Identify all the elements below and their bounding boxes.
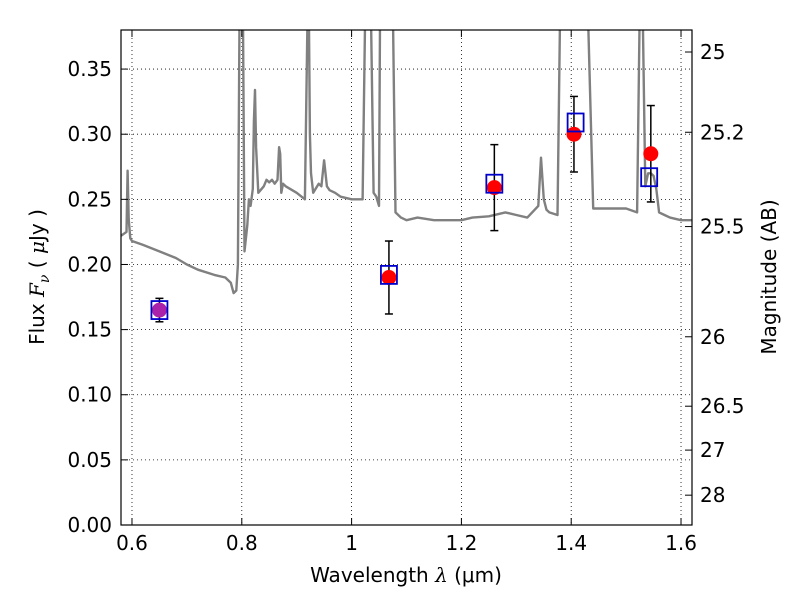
y-tick-label: 0.25	[67, 187, 112, 211]
y-tick-label: 0.00	[67, 513, 112, 537]
y2-tick-label: 25	[700, 40, 725, 64]
y2-tick-label: 25.2	[700, 120, 745, 144]
y2-tick-label: 27	[700, 438, 725, 462]
x-tick-label: 0.8	[226, 531, 258, 555]
observed-photometry-point	[486, 180, 502, 196]
y-tick-label: 0.30	[67, 122, 112, 146]
y-axis-label: Flux Fν ( μJy )	[25, 209, 53, 345]
y-tick-label: 0.10	[67, 383, 112, 407]
plot-frame	[120, 29, 693, 526]
y2-tick-label: 26	[700, 325, 725, 349]
x-tick-label: 1.4	[555, 531, 587, 555]
y-tick-label: 0.20	[67, 252, 112, 276]
observed-photometry-point	[566, 126, 582, 142]
observed-photometry-point	[381, 270, 397, 285]
y2-axis-label: Magnitude (AB)	[757, 199, 781, 354]
x-tick-label: 1.2	[445, 531, 477, 555]
y-tick-label: 0.05	[67, 448, 112, 472]
observed-photometry-point	[151, 302, 167, 318]
model-photometry-square	[640, 167, 659, 188]
spectrum-layer	[121, 30, 692, 295]
y2-tick-label: 26.5	[700, 394, 745, 418]
x-axis-label: Wavelength λ (μm)	[310, 563, 502, 587]
y-tick-label: 0.15	[67, 318, 112, 342]
y-tick-label: 0.35	[67, 57, 112, 81]
x-tick-label: 1.6	[665, 531, 697, 555]
x-tick-label: 0.6	[116, 531, 148, 555]
grid-lines	[121, 30, 692, 526]
photometry-layer	[150, 95, 659, 323]
model-photometry-square	[380, 264, 398, 285]
y2-tick-label: 25.5	[700, 215, 745, 239]
model-photometry-square	[485, 173, 504, 194]
y2-tick-label: 28	[700, 483, 725, 507]
model-photometry-square	[566, 112, 585, 133]
observed-photometry-point	[643, 146, 659, 162]
spectrum-line	[121, 30, 692, 295]
model-photometry-square	[150, 300, 169, 320]
axis-ticks: 0.6 0.8 1 1.2 1.4 1.6 0.00 0.05 0.10 0.15 0.20 0.25…	[67, 30, 745, 555]
x-tick-label: 1	[345, 531, 358, 555]
